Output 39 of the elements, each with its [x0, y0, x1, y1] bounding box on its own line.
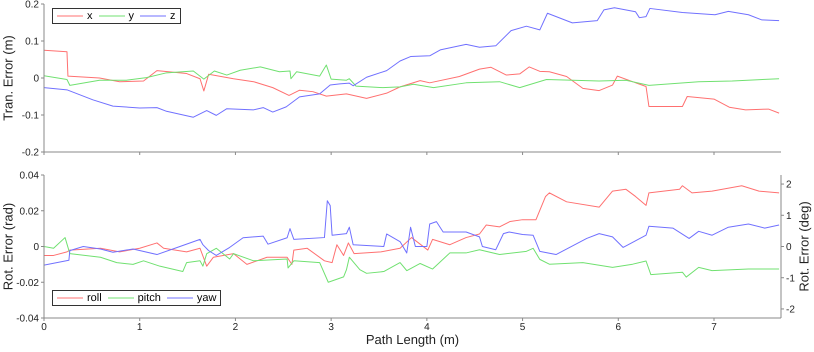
legend-label: yaw	[196, 292, 216, 304]
legend-label: pitch	[138, 292, 161, 304]
y-tick-label: 0.04	[20, 170, 40, 182]
legend-label: x	[87, 10, 92, 22]
y2-tick-label: -1	[786, 273, 796, 284]
legend-label: z	[170, 10, 176, 22]
line-series	[44, 50, 780, 114]
y-axis-title: Rot. Error (rad)	[0, 202, 16, 290]
y-tick-label: 0	[33, 74, 40, 85]
y2-tick-label: -2	[786, 304, 796, 316]
x-tick-label: 4	[424, 322, 430, 334]
x-tick-label: 0	[41, 322, 48, 334]
y-axis-title: Tran. Error (m)	[0, 35, 16, 121]
y-tick-label: -0.04	[16, 314, 40, 325]
legend-label: y	[128, 10, 134, 22]
y2-axis-title: Rot. Error (deg)	[796, 201, 812, 292]
y-tick-label: -0.1	[22, 110, 40, 122]
y-tick-label: 0.02	[20, 206, 40, 218]
y-tick-label: -0.2	[22, 148, 40, 159]
y2-tick-label: 1	[786, 210, 792, 222]
y2-tick-label: 0	[786, 242, 792, 254]
x-tick-label: 3	[328, 322, 334, 334]
y-tick-label: -0.02	[16, 278, 40, 289]
line-series	[44, 7, 780, 118]
line-series	[44, 185, 780, 267]
line-series	[44, 237, 780, 283]
x-tick-label: 1	[136, 322, 143, 334]
x-tick-label: 5	[520, 322, 526, 334]
line-series	[44, 200, 780, 266]
y-tick-label: 0.2	[25, 0, 40, 11]
x-axis-title: Path Length (m)	[366, 332, 460, 347]
line-series	[44, 64, 780, 88]
y-tick-label: 0.1	[25, 36, 40, 48]
legend-label: roll	[87, 292, 102, 304]
y2-tick-label: 2	[786, 180, 792, 191]
x-tick-label: 7	[711, 322, 718, 334]
y-tick-label: 0	[33, 242, 40, 254]
x-tick-label: 6	[616, 322, 622, 334]
x-tick-label: 2	[232, 322, 239, 334]
